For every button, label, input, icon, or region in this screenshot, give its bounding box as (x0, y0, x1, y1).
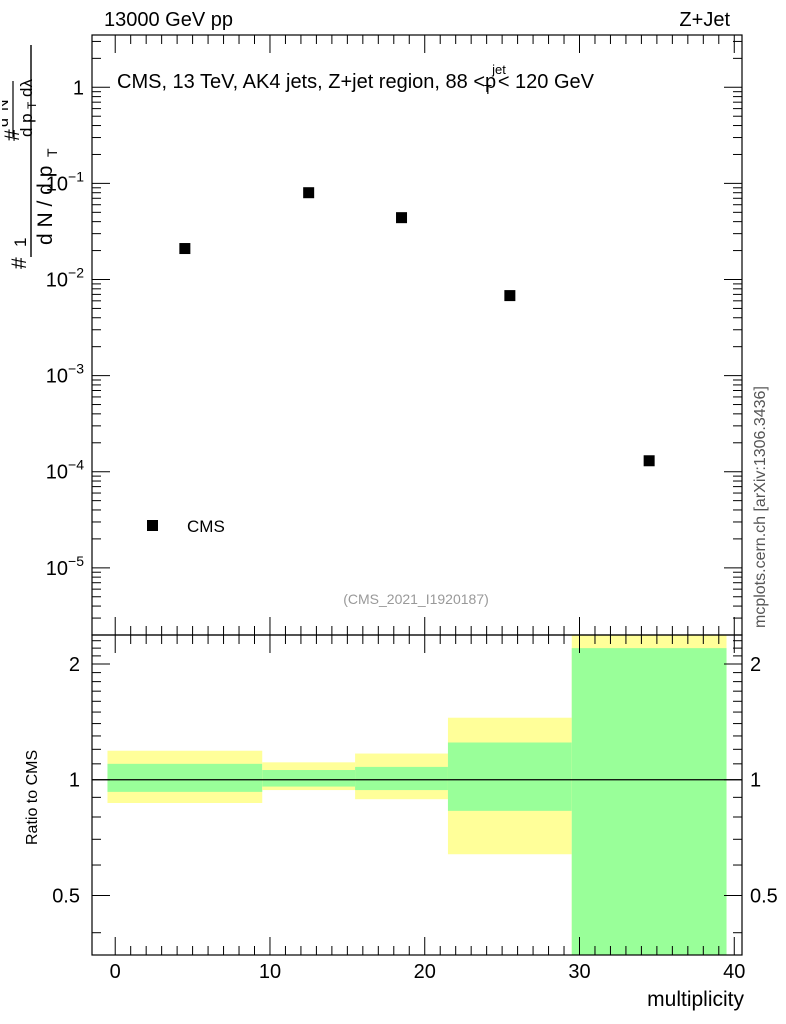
x-tick-label: 20 (414, 961, 436, 983)
svg-text:d p: d p (17, 113, 36, 137)
header-process-label: Z+Jet (679, 9, 730, 31)
ratio-band-stat-3 (447, 742, 572, 811)
ratio-band-total-4 (571, 635, 727, 955)
ratio-band-stat-2 (355, 766, 448, 791)
x-tick-labels: 0 10 20 30 40 (110, 961, 746, 983)
plot-title: CMS, 13 TeV, AK4 jets, Z+jet region, 88 … (117, 62, 595, 97)
svg-text:d N / d p: d N / d p (34, 166, 57, 245)
ratio-y-tick-label: 2 (69, 654, 80, 676)
x-tick-label: 30 (568, 961, 590, 983)
x-tick-label: 0 (110, 961, 121, 983)
data-point-1 (303, 187, 315, 199)
ratio-band-stat-0 (107, 763, 263, 792)
header-beam-label: 13000 GeV pp (104, 9, 233, 31)
svg-text:T: T (44, 148, 60, 157)
svg-text:dλ: dλ (17, 79, 36, 97)
data-point-4 (643, 455, 655, 467)
ratio-y-tick-label: 0.5 (52, 885, 80, 907)
svg-text:1: 1 (11, 238, 30, 247)
upper-panel-frame (91, 34, 743, 636)
data-points-layer (179, 187, 655, 467)
ratio-y-tick-label-right: 1 (750, 770, 761, 792)
ratio-y-axis-label-text: Ratio to CMS (24, 750, 41, 845)
ratio-band-total-2 (355, 753, 448, 800)
ratio-band-stat-4 (571, 648, 727, 955)
svg-text:d: d (2, 118, 12, 127)
svg-text:2: 2 (2, 111, 5, 117)
legend-label: CMS (187, 517, 225, 536)
ratio-band-total-1 (262, 762, 356, 791)
ratio-axis-ticks (92, 35, 742, 955)
upper-y-axis-label: # 1 d N / d p T # d 2 N d p T dλ (2, 45, 60, 269)
credit-text: mcplots.cern.ch [arXiv:1306.3436] (752, 386, 769, 628)
ratio-y-tick-labels: 2 2 1 1 0.5 0.5 (52, 654, 778, 907)
x-tick-label: 40 (723, 961, 745, 983)
svg-text:#: # (8, 257, 31, 269)
upper-y-tick-label: 10−3 (46, 361, 84, 388)
legend-marker (147, 520, 158, 531)
upper-y-tick-label: 10−5 (46, 553, 84, 580)
ratio-band-stat-1 (262, 770, 356, 787)
svg-text:N: N (2, 99, 12, 111)
upper-y-tick-label: 1 (73, 77, 84, 99)
data-point-3 (504, 290, 516, 302)
ratio-panel-frame (91, 634, 743, 956)
upper-axis-ticks (92, 40, 742, 636)
ratio-band-total-3 (447, 717, 572, 855)
ratio-y-tick-label: 1 (69, 770, 80, 792)
ratio-y-tick-label-right: 0.5 (750, 885, 778, 907)
x-axis-label: multiplicity (647, 988, 744, 1011)
data-point-2 (396, 212, 408, 224)
analysis-watermark: (CMS_2021_I1920187) (343, 591, 489, 607)
credit-label: mcplots.cern.ch [arXiv:1306.3436] (752, 386, 769, 628)
svg-text:T: T (25, 101, 39, 109)
data-point-0 (179, 243, 191, 255)
ratio-y-axis-label: Ratio to CMS (24, 750, 41, 845)
ratio-band-total-0 (107, 750, 263, 803)
upper-y-tick-label: 10−4 (46, 457, 84, 484)
x-tick-label: 10 (259, 961, 281, 983)
ratio-bands-layer (107, 635, 727, 955)
ratio-y-tick-label-right: 2 (750, 654, 761, 676)
